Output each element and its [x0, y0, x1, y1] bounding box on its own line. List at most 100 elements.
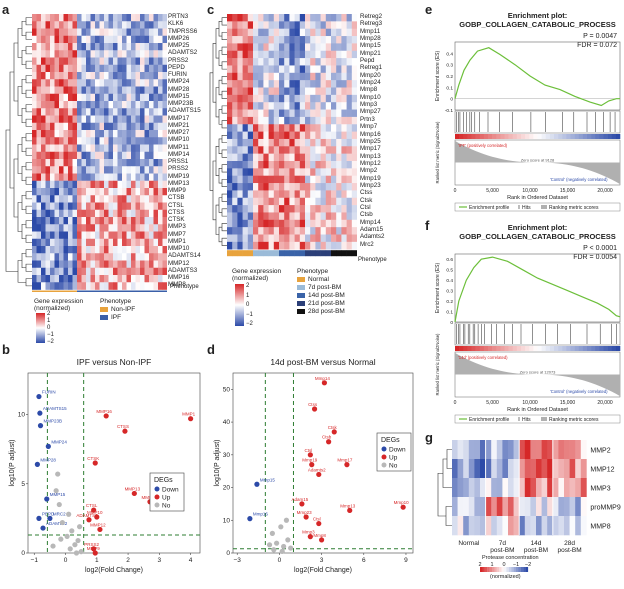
phenotype-bar-cell — [242, 250, 249, 257]
heatmap-cell — [502, 440, 509, 460]
heatmap-cell — [325, 87, 332, 96]
heatmap-cell — [95, 209, 100, 218]
x-tick-label: 3 — [320, 557, 324, 564]
heatmap-cell — [32, 231, 37, 240]
heatmap-cell — [294, 72, 301, 81]
heatmap-cell — [162, 159, 167, 167]
heatmap-cell — [536, 459, 542, 479]
positive-correlation-label: '14d' (positively correlated) — [458, 355, 508, 360]
heatmap-cell — [149, 231, 154, 240]
gene-label: Mmp11 — [360, 27, 381, 35]
heatmap-cell — [153, 137, 159, 145]
heatmap-cell — [149, 108, 154, 116]
dendrogram-branch — [215, 28, 219, 59]
heatmap-cell — [108, 173, 114, 182]
heatmap-cell — [320, 72, 327, 81]
heatmap-cell — [90, 14, 96, 22]
heatmap-cell — [153, 14, 159, 22]
heatmap-cell — [122, 79, 127, 87]
heatmap-cell — [258, 21, 264, 29]
heatmap-cell — [227, 124, 233, 132]
heatmap-cell — [126, 159, 132, 167]
heatmap-cell — [253, 116, 259, 125]
heatmap-cell — [336, 109, 342, 118]
heatmap-cell — [135, 282, 141, 290]
data-point-up — [347, 507, 353, 514]
heatmap-cell — [564, 516, 570, 536]
heatmap-cell — [50, 282, 55, 290]
rank-color-strip — [607, 346, 613, 351]
heatmap-cell — [496, 516, 503, 536]
heatmap-cell — [536, 497, 542, 517]
phenotype-bar-cell — [72, 290, 78, 292]
gene-label: MMP26 — [168, 34, 190, 42]
es-frame — [454, 253, 621, 323]
heatmap-cell — [135, 50, 141, 58]
heatmap-cell — [310, 94, 316, 103]
heatmap-cell — [310, 50, 316, 59]
gene-label: MMP27 — [168, 129, 190, 136]
heatmap-cell — [90, 253, 96, 261]
heatmap-cell — [279, 146, 285, 154]
heatmap-cell — [508, 459, 514, 479]
heatmap-cell — [162, 79, 167, 87]
heatmap-cell — [90, 115, 96, 124]
heatmap-cell — [32, 72, 37, 80]
heatmap-cell — [95, 130, 100, 138]
heatmap-cell — [131, 115, 136, 124]
scale-tick: −2 — [246, 321, 253, 327]
data-point-down — [37, 423, 44, 429]
dendrogram-branch — [212, 160, 216, 221]
heatmap-cell — [50, 57, 55, 66]
heatmap-cell — [63, 180, 69, 189]
heatmap-cell — [117, 50, 123, 58]
heatmap-cell — [59, 43, 64, 51]
heatmap-cell — [36, 159, 42, 167]
heatmap-cell — [273, 161, 280, 169]
heatmap-cell — [117, 209, 123, 218]
heatmap-cell — [320, 102, 327, 110]
dendrogram-branch — [17, 202, 22, 232]
x-axis-label: log2(Fold Change) — [85, 567, 143, 574]
heatmap-cell — [59, 72, 64, 80]
heatmap-cell — [564, 478, 570, 498]
heatmap-cell — [99, 195, 105, 203]
heatmap-cell — [351, 102, 357, 110]
legend-ranking-metric: Ranking metric scores — [549, 205, 599, 211]
legend-label: Normal — [308, 276, 329, 283]
heatmap-cell — [315, 227, 321, 235]
heatmap-cell — [126, 122, 132, 131]
heatmap-cell — [305, 234, 311, 243]
gene-label: MMP13 — [168, 179, 190, 187]
legend-title: DEGs — [154, 477, 173, 484]
heatmap-cell — [77, 21, 82, 29]
phenotype-bar-cell — [232, 250, 238, 257]
heatmap-cell — [227, 58, 233, 66]
heatmap-cell — [310, 219, 316, 228]
gene-label: Retreg1 — [360, 64, 383, 72]
phenotype-bar-cell — [131, 290, 136, 292]
point-label: PEPD — [42, 511, 55, 516]
heatmap-cell — [242, 138, 249, 147]
heatmap-cell — [81, 151, 87, 160]
heatmap-cell — [227, 65, 233, 74]
heatmap-cell — [299, 227, 306, 235]
point-label: Ctsk — [328, 425, 338, 430]
heatmap-cell — [54, 231, 60, 240]
rank-color-strip — [525, 346, 530, 351]
heatmap-cell — [117, 35, 123, 44]
heatmap-cell — [126, 101, 132, 109]
heatmap-cell — [144, 108, 150, 116]
heatmap-cell — [299, 138, 306, 147]
heatmap-cell — [108, 224, 114, 232]
heatmap-cell — [162, 115, 167, 124]
heatmap-cell — [113, 253, 118, 261]
heatmap-cell — [247, 205, 254, 213]
heatmap-cell — [299, 72, 306, 81]
heatmap-cell — [162, 43, 167, 51]
heatmap-cell — [336, 116, 342, 125]
heatmap-cell — [258, 43, 264, 52]
heatmap-cell — [247, 72, 254, 81]
heatmap-cell — [227, 109, 233, 118]
negative-correlation-label: 'Control' (negatively correlated) — [550, 177, 608, 182]
